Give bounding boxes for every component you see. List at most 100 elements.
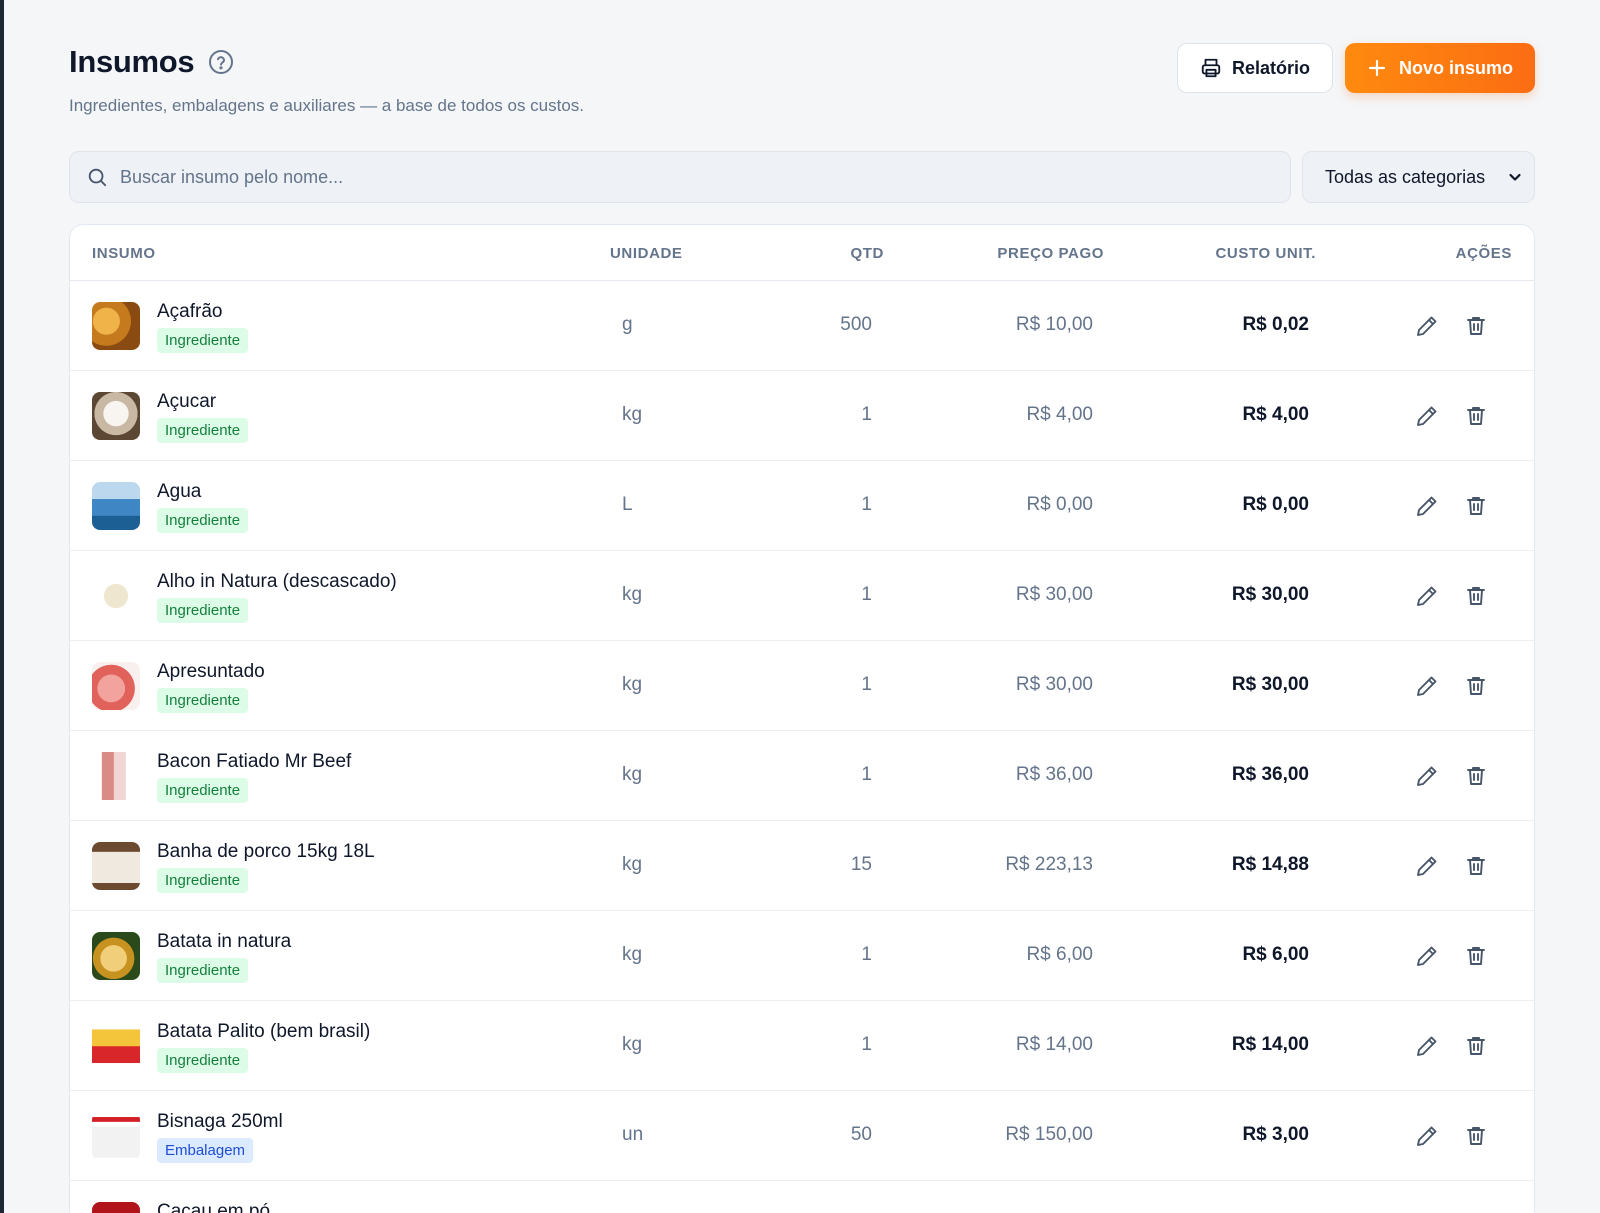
pencil-icon[interactable] <box>1415 1124 1439 1148</box>
category-badge: Ingrediente <box>157 868 249 893</box>
window-edge <box>0 0 4 1213</box>
trash-icon[interactable] <box>1464 674 1488 698</box>
unit-cell: kg <box>622 404 643 425</box>
report-button-label: Relatório <box>1231 57 1310 78</box>
price-paid-cell: R$ 0,00 <box>1026 494 1093 515</box>
page-title: Insumos <box>69 44 195 79</box>
pencil-icon[interactable] <box>1415 944 1439 968</box>
price-paid-cell: R$ 6,00 <box>1026 944 1093 965</box>
pencil-icon[interactable] <box>1415 854 1439 878</box>
report-button[interactable]: Relatório <box>1176 43 1333 93</box>
table-row[interactable]: Bisnaga 250ml Embalagem un 50 R$ 150,00 … <box>70 1091 1534 1181</box>
price-paid-cell: R$ 223,13 <box>1005 854 1093 875</box>
printer-icon <box>1200 57 1222 79</box>
column-header-acoes: AÇÕES <box>1455 245 1512 262</box>
table-row[interactable]: Bacon Fatiado Mr Beef Ingrediente kg 1 R… <box>70 731 1534 821</box>
category-badge: Ingrediente <box>157 958 249 983</box>
unit-cost-cell: R$ 3,00 <box>1242 1124 1309 1145</box>
page-header: Insumos Ingredientes, embalagens e auxil… <box>69 0 1535 150</box>
page-subtitle: Ingredientes, embalagens e auxiliares — … <box>69 96 585 115</box>
table-row[interactable]: Apresuntado Ingrediente kg 1 R$ 30,00 R$… <box>70 641 1534 731</box>
insumo-name: Batata Palito (bem brasil) <box>157 1021 371 1042</box>
search-input[interactable] <box>120 166 1220 188</box>
unit-cost-cell: R$ 30,00 <box>1231 584 1309 605</box>
trash-icon[interactable] <box>1464 854 1488 878</box>
unit-cell: kg <box>622 764 643 785</box>
unit-cost-cell: R$ 6,00 <box>1242 944 1309 965</box>
category-badge: Ingrediente <box>157 598 249 623</box>
trash-icon[interactable] <box>1464 584 1488 608</box>
search-icon <box>86 166 108 188</box>
category-badge: Ingrediente <box>157 418 249 443</box>
pencil-icon[interactable] <box>1415 584 1439 608</box>
table-row[interactable]: Alho in Natura (descascado) Ingrediente … <box>70 551 1534 641</box>
unit-cell: kg <box>622 854 643 875</box>
product-thumbnail <box>92 842 140 890</box>
trash-icon[interactable] <box>1464 494 1488 518</box>
insumos-table: INSUMO UNIDADE QTD PREÇO PAGO CUSTO UNIT… <box>69 224 1535 1213</box>
category-select[interactable]: Todas as categorias <box>1302 151 1535 203</box>
column-header-insumo[interactable]: INSUMO <box>92 245 156 262</box>
product-thumbnail <box>92 1022 140 1070</box>
unit-cost-cell: R$ 0,02 <box>1242 314 1309 335</box>
unit-cost-cell: R$ 14,00 <box>1231 1034 1309 1055</box>
trash-icon[interactable] <box>1464 1124 1488 1148</box>
pencil-icon[interactable] <box>1415 494 1439 518</box>
product-thumbnail <box>92 392 140 440</box>
trash-icon[interactable] <box>1464 764 1488 788</box>
unit-cost-cell: R$ 4,00 <box>1242 404 1309 425</box>
table-row[interactable]: Banha de porco 15kg 18L Ingrediente kg 1… <box>70 821 1534 911</box>
price-paid-cell: R$ 150,00 <box>1005 1124 1093 1145</box>
filters-bar: Todas as categorias <box>69 151 1535 203</box>
column-header-qtd[interactable]: QTD <box>850 245 884 262</box>
qty-cell: 50 <box>850 1124 872 1145</box>
product-thumbnail <box>92 302 140 350</box>
pencil-icon[interactable] <box>1415 314 1439 338</box>
pencil-icon[interactable] <box>1415 764 1439 788</box>
trash-icon[interactable] <box>1464 404 1488 428</box>
table-row[interactable]: Açucar Ingrediente kg 1 R$ 4,00 R$ 4,00 <box>70 371 1534 461</box>
category-badge: Ingrediente <box>157 778 249 803</box>
trash-icon[interactable] <box>1464 1034 1488 1058</box>
insumo-name: Banha de porco 15kg 18L <box>157 841 375 862</box>
plus-icon <box>1367 58 1387 78</box>
qty-cell: 15 <box>850 854 872 875</box>
table-header: INSUMO UNIDADE QTD PREÇO PAGO CUSTO UNIT… <box>70 225 1534 281</box>
pencil-icon[interactable] <box>1415 674 1439 698</box>
insumo-name: Bacon Fatiado Mr Beef <box>157 751 352 772</box>
table-row[interactable]: Agua Ingrediente L 1 R$ 0,00 R$ 0,00 <box>70 461 1534 551</box>
category-badge: Ingrediente <box>157 688 249 713</box>
search-box <box>69 151 1291 203</box>
category-badge: Ingrediente <box>157 1048 249 1073</box>
trash-icon[interactable] <box>1464 944 1488 968</box>
pencil-icon[interactable] <box>1415 404 1439 428</box>
chevron-down-icon <box>1506 168 1524 186</box>
product-thumbnail <box>92 572 140 620</box>
unit-cost-cell: R$ 30,00 <box>1231 674 1309 695</box>
table-row[interactable]: Açafrão Ingrediente g 500 R$ 10,00 R$ 0,… <box>70 281 1534 371</box>
unit-cell: L <box>622 494 633 515</box>
product-thumbnail <box>92 1112 140 1160</box>
qty-cell: 500 <box>840 314 872 335</box>
trash-icon[interactable] <box>1464 314 1488 338</box>
column-header-custo-unit[interactable]: CUSTO UNIT. <box>1215 245 1316 262</box>
product-thumbnail <box>92 482 140 530</box>
table-row[interactable]: Cacau em pó <box>70 1181 1534 1213</box>
price-paid-cell: R$ 30,00 <box>1015 584 1093 605</box>
price-paid-cell: R$ 36,00 <box>1015 764 1093 785</box>
new-insumo-button[interactable]: Novo insumo <box>1344 43 1535 93</box>
pencil-icon[interactable] <box>1415 1034 1439 1058</box>
unit-cost-cell: R$ 0,00 <box>1242 494 1309 515</box>
unit-cell: kg <box>622 1034 643 1055</box>
column-header-preco-pago[interactable]: PREÇO PAGO <box>997 245 1104 262</box>
table-row[interactable]: Batata Palito (bem brasil) Ingrediente k… <box>70 1001 1534 1091</box>
price-paid-cell: R$ 14,00 <box>1015 1034 1093 1055</box>
insumo-name: Batata in natura <box>157 931 292 952</box>
unit-cell: g <box>622 314 633 335</box>
insumo-name: Açucar <box>157 391 217 412</box>
column-header-unidade[interactable]: UNIDADE <box>610 245 683 262</box>
table-body: Açafrão Ingrediente g 500 R$ 10,00 R$ 0,… <box>70 281 1534 1213</box>
table-row[interactable]: Batata in natura Ingrediente kg 1 R$ 6,0… <box>70 911 1534 1001</box>
help-circle-icon[interactable] <box>208 49 234 75</box>
title-row: Insumos <box>69 44 234 80</box>
